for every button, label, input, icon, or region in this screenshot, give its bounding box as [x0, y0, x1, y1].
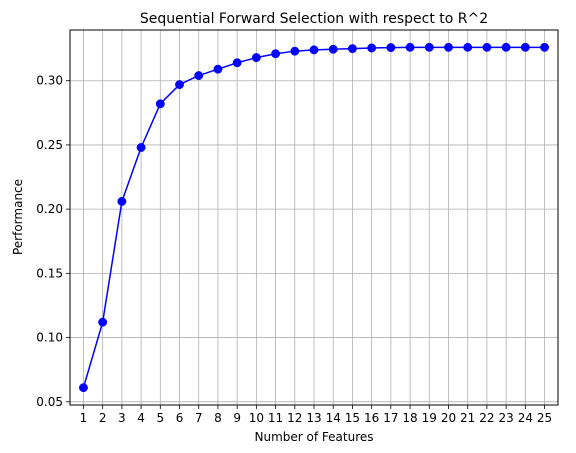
y-tick-label: 0.30 [36, 74, 63, 88]
data-point [309, 45, 319, 55]
data-point [136, 143, 146, 152]
x-tick-label: 20 [441, 411, 456, 425]
data-point [117, 196, 127, 206]
data-point [386, 43, 396, 53]
data-point [405, 42, 415, 52]
x-tick-label: 12 [287, 411, 302, 425]
y-tick-label: 0.20 [36, 202, 63, 216]
x-tick-label: 24 [518, 411, 533, 425]
x-axis-label: Number of Features [255, 430, 374, 444]
data-point [463, 42, 473, 52]
x-tick-label: 25 [537, 411, 552, 425]
data-point [540, 42, 550, 52]
x-tick-label: 22 [479, 411, 494, 425]
data-point [271, 49, 281, 59]
data-point [424, 42, 434, 52]
x-tick-label: 8 [214, 411, 222, 425]
marker-layer [78, 42, 550, 393]
data-point [213, 64, 223, 74]
x-tick-label: 14 [326, 411, 341, 425]
x-tick-label: 3 [118, 411, 126, 425]
y-tick-label: 0.25 [36, 138, 63, 152]
x-tick-label: 18 [402, 411, 417, 425]
x-tick-label: 6 [176, 411, 184, 425]
y-axis-label: Performance [11, 179, 25, 255]
data-point [155, 99, 165, 109]
data-point [232, 58, 242, 68]
data-point [78, 383, 88, 393]
grid-layer [70, 30, 558, 405]
data-point [367, 43, 377, 53]
chart-title: Sequential Forward Selection with respec… [140, 11, 488, 27]
y-tick-label: 0.05 [36, 395, 63, 409]
y-tick-label: 0.10 [36, 331, 63, 345]
x-tick-label: 15 [345, 411, 360, 425]
x-tick-label: 19 [422, 411, 437, 425]
y-tick-label: 0.15 [36, 266, 63, 280]
x-tick-label: 13 [306, 411, 321, 425]
data-point [251, 53, 261, 63]
x-tick-label: 7 [195, 411, 203, 425]
x-tick-label: 4 [137, 411, 145, 425]
x-tick-label: 1 [80, 411, 88, 425]
x-tick-label: 5 [156, 411, 164, 425]
x-tick-label: 9 [233, 411, 241, 425]
x-tick-label: 16 [364, 411, 379, 425]
data-point [444, 42, 453, 52]
x-tick-label: 10 [249, 411, 264, 425]
x-tick-label: 23 [498, 411, 513, 425]
data-point [482, 42, 492, 52]
data-point [98, 317, 108, 327]
x-tick-label: 11 [268, 411, 283, 425]
data-point [175, 80, 184, 90]
data-point [520, 42, 530, 52]
x-tick-label: 21 [460, 411, 475, 425]
data-point [194, 71, 204, 81]
data-point [347, 44, 357, 54]
data-point [501, 42, 511, 52]
x-tick-label: 17 [383, 411, 398, 425]
tick-label-layer: 1 2 3 4 5 6 7 8 9 10 11 12 13 14 15 16 17 18 19 20 21 22 23 24 2… [36, 74, 552, 425]
tick-layer [66, 80, 545, 409]
data-point [328, 44, 338, 54]
data-point [290, 46, 300, 56]
x-tick-label: 2 [99, 411, 107, 425]
